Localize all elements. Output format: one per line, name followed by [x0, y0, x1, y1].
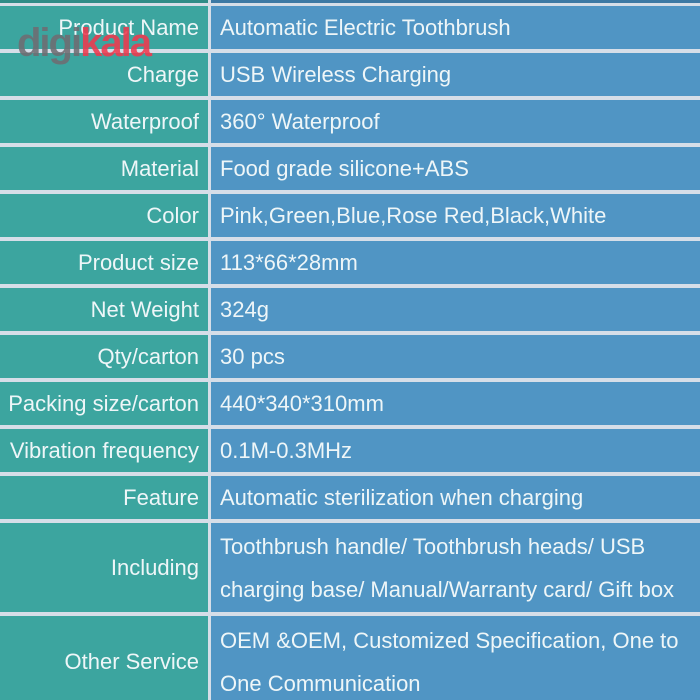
spec-value: Toothbrush handle/ Toothbrush heads/ USB…: [211, 523, 700, 612]
spec-label: Product Name: [0, 6, 208, 49]
spec-value: Food grade silicone+ABS: [211, 147, 700, 190]
spec-label: Other Service: [0, 616, 208, 700]
table-top-border: [0, 0, 700, 3]
spec-value: Automatic sterilization when charging: [211, 476, 700, 519]
row-material: Material Food grade silicone+ABS: [0, 147, 700, 190]
spec-label: Color: [0, 194, 208, 237]
row-vibration-frequency: Vibration frequency 0.1M-0.3MHz: [0, 429, 700, 472]
row-other-service: Other Service OEM &OEM, Customized Speci…: [0, 616, 700, 700]
spec-value: 324g: [211, 288, 700, 331]
spec-label: Waterproof: [0, 100, 208, 143]
spec-label: Charge: [0, 53, 208, 96]
row-net-weight: Net Weight 324g: [0, 288, 700, 331]
row-qty-carton: Qty/carton 30 pcs: [0, 335, 700, 378]
spec-value: Automatic Electric Toothbrush: [211, 6, 700, 49]
spec-value: USB Wireless Charging: [211, 53, 700, 96]
spec-label: Packing size/carton: [0, 382, 208, 425]
spec-value: 30 pcs: [211, 335, 700, 378]
row-product-size: Product size 113*66*28mm: [0, 241, 700, 284]
row-charge: Charge USB Wireless Charging: [0, 53, 700, 96]
spec-value: Pink,Green,Blue,Rose Red,Black,White: [211, 194, 700, 237]
row-including: Including Toothbrush handle/ Toothbrush …: [0, 523, 700, 612]
spec-label: Vibration frequency: [0, 429, 208, 472]
spec-value: 0.1M-0.3MHz: [211, 429, 700, 472]
spec-value: 360° Waterproof: [211, 100, 700, 143]
row-packing-size: Packing size/carton 440*340*310mm: [0, 382, 700, 425]
row-waterproof: Waterproof 360° Waterproof: [0, 100, 700, 143]
spec-value: OEM &OEM, Customized Specification, One …: [211, 616, 700, 700]
spec-label: Product size: [0, 241, 208, 284]
spec-value: 113*66*28mm: [211, 241, 700, 284]
spec-label: Qty/carton: [0, 335, 208, 378]
spec-label: Feature: [0, 476, 208, 519]
table-top-border-left: [0, 0, 208, 3]
spec-label: Including: [0, 523, 208, 612]
spec-value: 440*340*310mm: [211, 382, 700, 425]
table-top-border-right: [211, 0, 700, 3]
spec-label: Material: [0, 147, 208, 190]
row-color: Color Pink,Green,Blue,Rose Red,Black,Whi…: [0, 194, 700, 237]
row-feature: Feature Automatic sterilization when cha…: [0, 476, 700, 519]
row-product-name: Product Name Automatic Electric Toothbru…: [0, 6, 700, 49]
spec-label: Net Weight: [0, 288, 208, 331]
